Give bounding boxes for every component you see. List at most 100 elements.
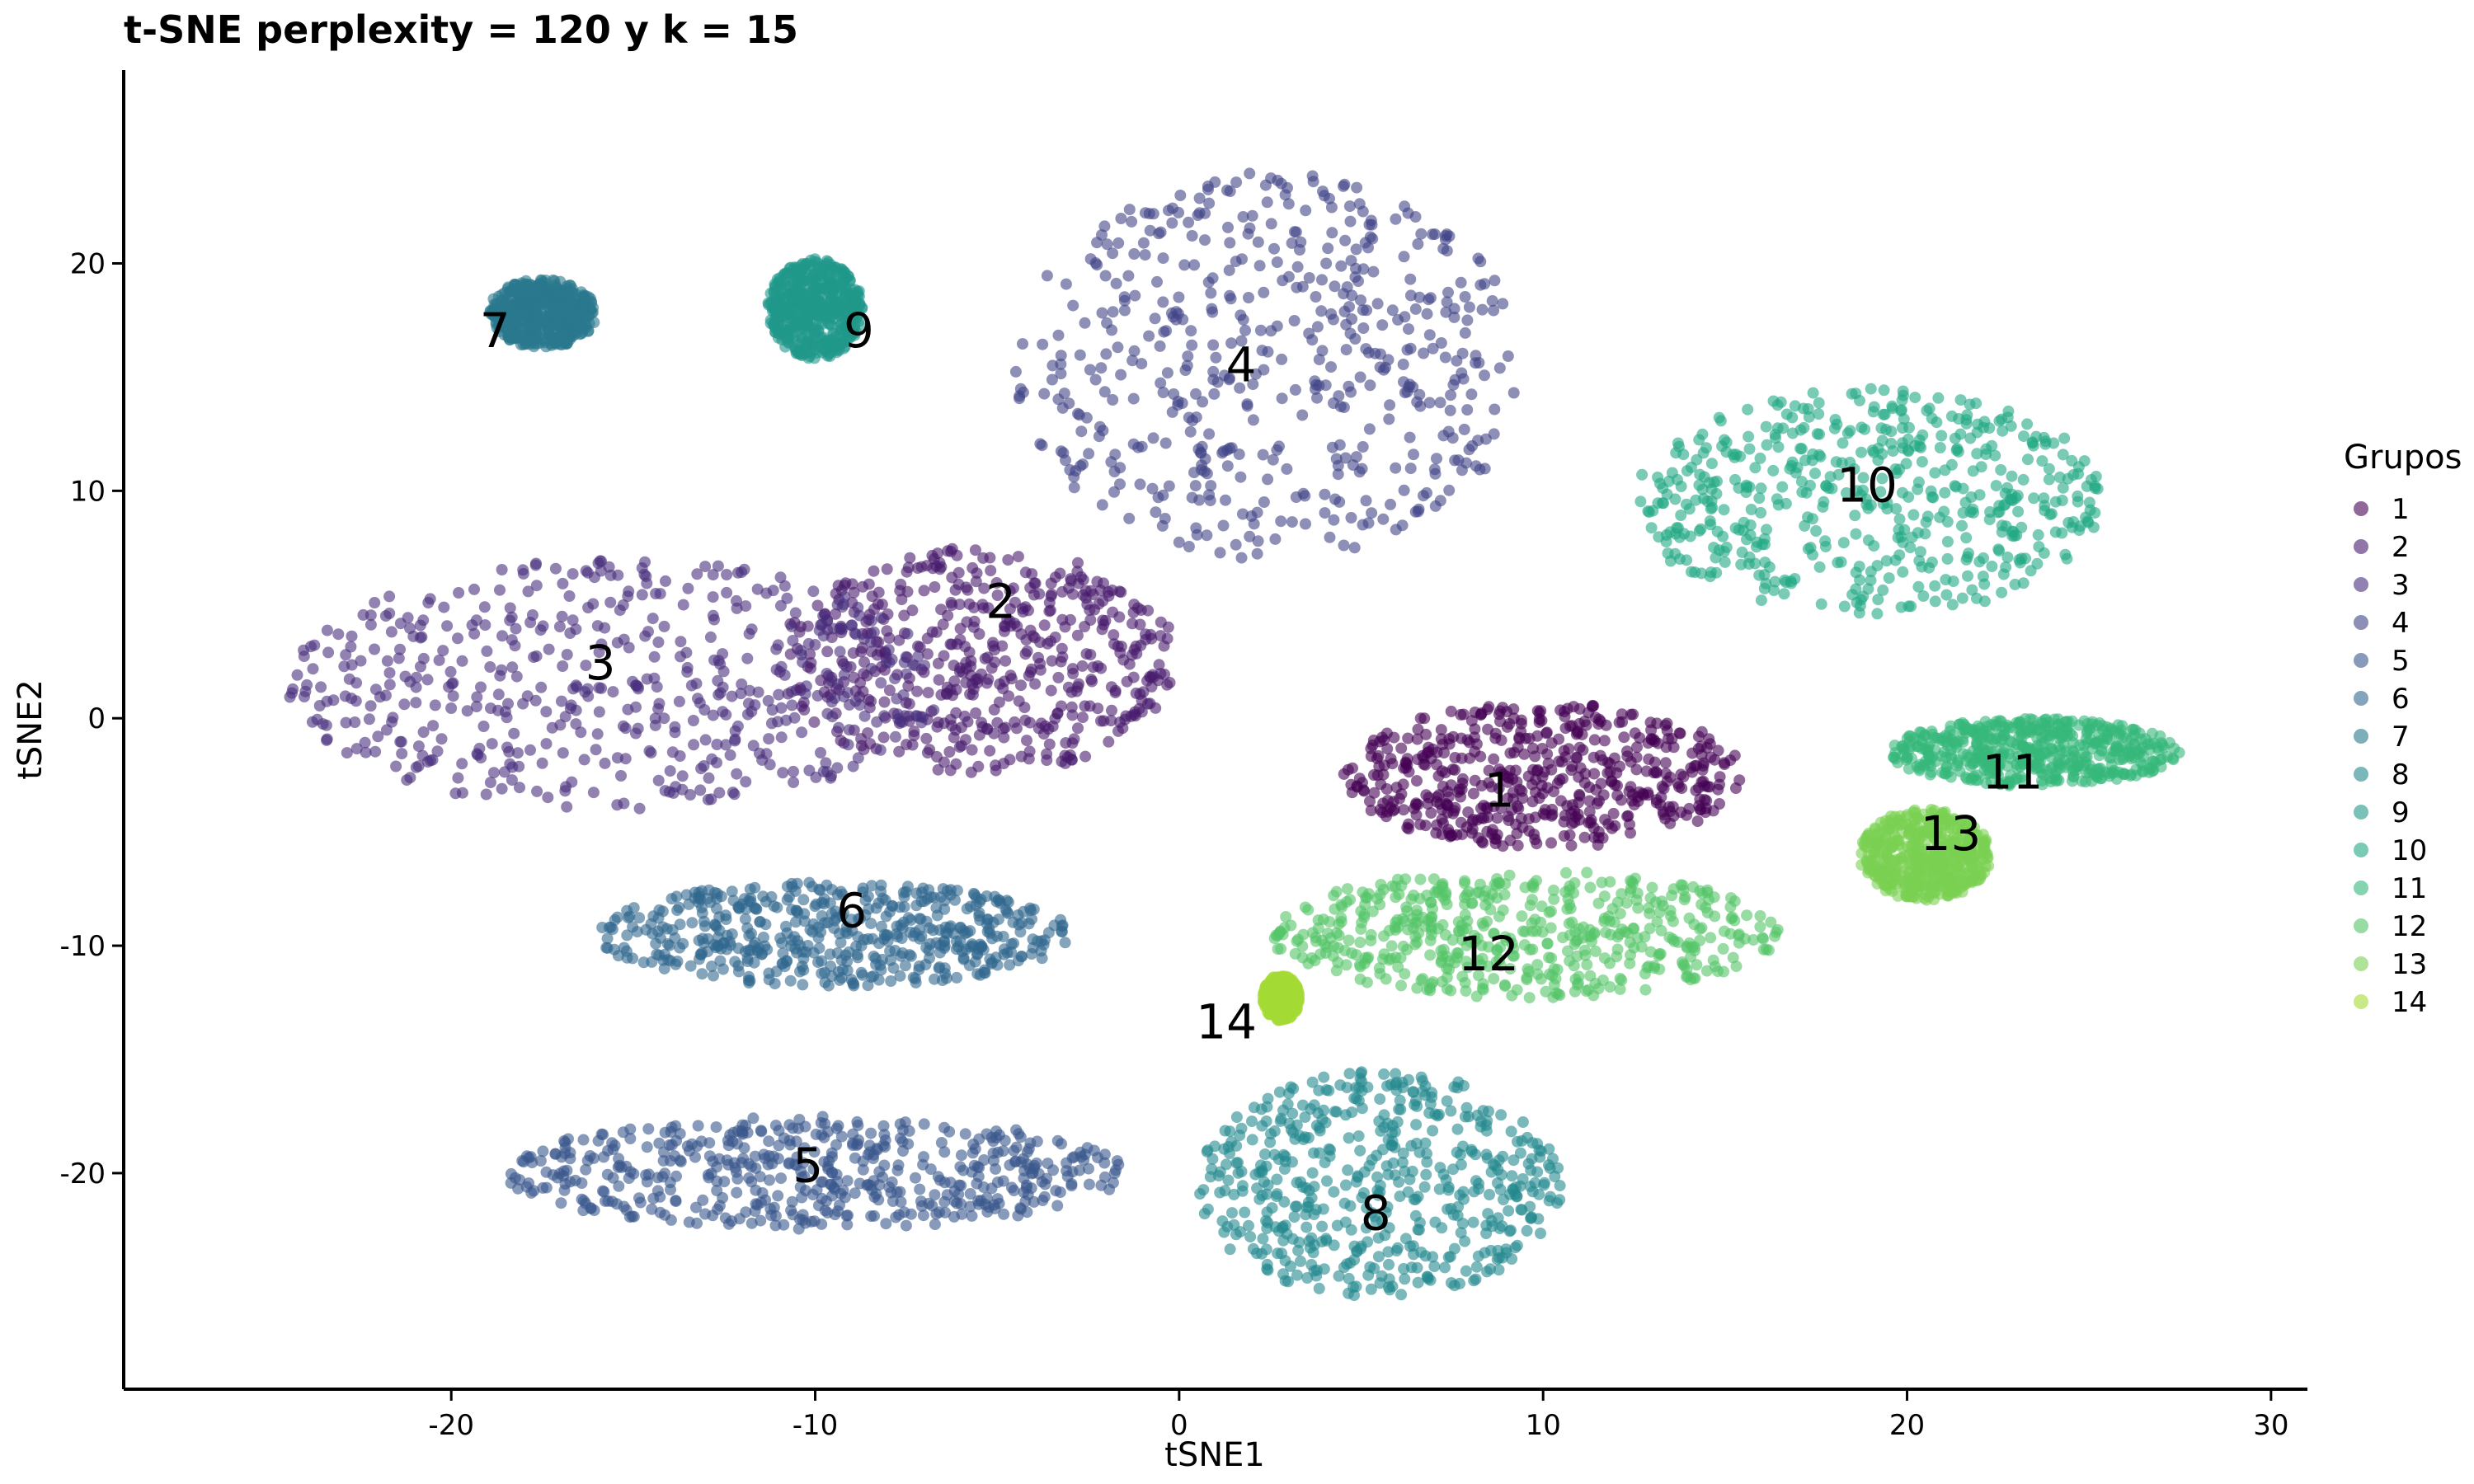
data-point-cluster-4 — [1324, 531, 1336, 543]
data-point-cluster-8 — [1282, 1275, 1294, 1288]
data-point-cluster-4 — [1409, 303, 1422, 315]
data-point-cluster-3 — [741, 652, 754, 665]
data-point-cluster-4 — [1108, 486, 1120, 498]
data-point-cluster-3 — [652, 702, 665, 715]
data-point-cluster-4 — [1186, 491, 1198, 504]
data-point-cluster-4 — [1014, 383, 1027, 395]
data-point-cluster-3 — [494, 584, 506, 596]
data-point-cluster-6 — [696, 968, 708, 980]
data-point-cluster-3 — [744, 684, 756, 697]
data-point-cluster-6 — [1016, 951, 1028, 963]
data-point-cluster-6 — [875, 885, 887, 898]
data-point-cluster-3 — [788, 776, 800, 788]
data-point-cluster-10 — [1995, 464, 2007, 476]
data-point-cluster-3 — [829, 692, 841, 704]
data-point-cluster-6 — [777, 947, 789, 960]
data-point-cluster-3 — [623, 585, 635, 598]
data-point-cluster-4 — [1421, 308, 1433, 320]
data-point-cluster-8 — [1333, 1270, 1345, 1282]
data-point-cluster-1 — [1436, 804, 1448, 815]
data-point-cluster-4 — [1173, 291, 1185, 303]
data-point-cluster-8 — [1470, 1273, 1482, 1285]
data-point-cluster-9 — [835, 266, 847, 279]
data-point-cluster-1 — [1650, 794, 1663, 806]
data-point-cluster-4 — [1204, 495, 1216, 507]
data-point-cluster-2 — [1071, 629, 1084, 641]
data-point-cluster-6 — [738, 893, 750, 905]
data-point-cluster-8 — [1352, 1082, 1365, 1094]
data-point-cluster-3 — [383, 590, 396, 603]
data-point-cluster-8 — [1236, 1180, 1249, 1192]
data-point-cluster-8 — [1246, 1115, 1258, 1128]
data-point-cluster-4 — [1275, 515, 1287, 528]
data-point-cluster-3 — [831, 599, 844, 611]
data-point-cluster-1 — [1388, 731, 1400, 744]
data-point-cluster-1 — [1661, 725, 1673, 737]
data-point-cluster-2 — [1079, 592, 1092, 604]
data-point-cluster-4 — [1350, 262, 1362, 275]
data-point-cluster-3 — [740, 600, 752, 613]
data-point-cluster-3 — [554, 719, 567, 731]
data-point-cluster-3 — [833, 721, 844, 734]
data-point-cluster-6 — [981, 918, 993, 930]
data-point-cluster-3 — [717, 648, 729, 660]
data-point-cluster-4 — [1357, 205, 1369, 218]
data-point-cluster-6 — [621, 929, 633, 942]
data-point-cluster-9 — [804, 350, 816, 363]
data-point-cluster-5 — [703, 1137, 716, 1149]
data-point-cluster-5 — [601, 1168, 614, 1181]
data-point-cluster-2 — [1045, 684, 1057, 697]
data-point-cluster-8 — [1462, 1111, 1475, 1123]
data-point-cluster-4 — [1475, 279, 1487, 291]
data-point-cluster-1 — [1579, 768, 1592, 780]
data-point-cluster-4 — [1322, 242, 1334, 255]
data-point-cluster-4 — [1362, 517, 1375, 529]
data-point-cluster-6 — [726, 928, 738, 940]
data-point-cluster-6 — [964, 925, 976, 937]
data-point-cluster-8 — [1256, 1120, 1268, 1132]
data-point-cluster-5 — [597, 1129, 609, 1141]
data-point-cluster-3 — [871, 716, 883, 728]
data-point-cluster-1 — [1667, 741, 1680, 754]
data-point-cluster-1 — [1435, 724, 1447, 736]
data-point-cluster-1 — [1607, 807, 1620, 819]
data-point-cluster-1 — [1695, 804, 1707, 816]
data-point-cluster-1 — [1578, 777, 1591, 789]
data-point-cluster-8 — [1277, 1234, 1290, 1247]
data-point-cluster-1 — [1398, 804, 1409, 816]
data-point-cluster-3 — [654, 588, 666, 600]
data-point-cluster-3 — [703, 772, 715, 784]
data-point-cluster-4 — [1338, 539, 1350, 552]
data-point-cluster-1 — [1578, 716, 1591, 727]
data-point-cluster-1 — [1449, 752, 1461, 763]
data-point-cluster-1 — [1624, 818, 1635, 830]
data-point-cluster-5 — [505, 1167, 517, 1180]
data-point-cluster-4 — [1404, 431, 1416, 444]
data-point-cluster-2 — [1140, 628, 1151, 641]
data-point-cluster-4 — [1404, 342, 1417, 355]
data-point-cluster-1 — [1412, 798, 1424, 810]
data-point-cluster-4 — [1173, 536, 1185, 548]
data-point-cluster-2 — [901, 566, 913, 578]
data-point-cluster-3 — [580, 660, 592, 672]
data-point-cluster-4 — [1246, 209, 1258, 222]
data-point-cluster-6 — [989, 890, 1001, 903]
data-point-cluster-4 — [1073, 409, 1085, 421]
data-point-cluster-10 — [1956, 519, 1968, 532]
data-point-cluster-4 — [1439, 351, 1451, 364]
data-point-cluster-2 — [978, 582, 990, 594]
data-point-cluster-8 — [1308, 1265, 1320, 1277]
data-point-cluster-3 — [821, 707, 834, 720]
data-point-cluster-6 — [803, 876, 816, 889]
data-point-cluster-5 — [890, 1211, 902, 1223]
data-point-cluster-8 — [1219, 1185, 1231, 1197]
data-point-cluster-2 — [1087, 661, 1099, 674]
data-point-cluster-3 — [760, 748, 773, 760]
data-point-cluster-10 — [2056, 527, 2068, 539]
data-point-cluster-3 — [540, 706, 553, 718]
data-point-cluster-1 — [1431, 758, 1443, 771]
data-point-cluster-1 — [1588, 734, 1601, 746]
data-point-cluster-2 — [1028, 577, 1041, 589]
data-point-cluster-3 — [339, 690, 351, 702]
data-point-cluster-3 — [350, 677, 363, 689]
